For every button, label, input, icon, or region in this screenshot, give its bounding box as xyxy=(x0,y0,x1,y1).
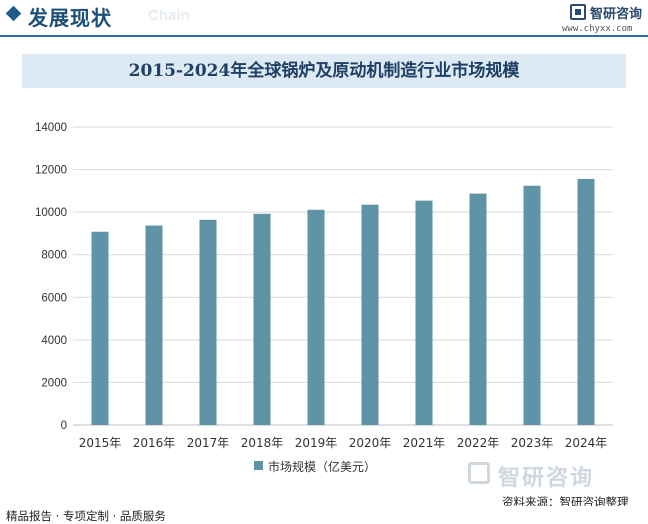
chart-title: 2015-2024年全球锅炉及原动机制造行业市场规模 xyxy=(128,61,520,81)
section-subtitle: Chain xyxy=(148,7,190,24)
brand-url: www.chyxx.com xyxy=(562,24,633,34)
header-divider xyxy=(0,35,648,37)
legend-label: 市场规模（亿美元） xyxy=(268,460,377,474)
y-tick-label: 12000 xyxy=(35,165,67,177)
bar xyxy=(145,225,163,425)
x-tick-label: 2020年 xyxy=(349,436,392,450)
x-tick-label: 2022年 xyxy=(457,436,500,450)
bar xyxy=(91,231,109,425)
y-tick-label: 2000 xyxy=(41,377,67,389)
y-tick-label: 4000 xyxy=(41,335,67,347)
y-tick-label: 8000 xyxy=(41,250,67,262)
bar xyxy=(307,209,325,425)
y-tick-label: 14000 xyxy=(35,122,67,134)
bar xyxy=(361,204,379,425)
section-header: 发展现状 Chain xyxy=(0,0,648,37)
x-tick-label: 2016年 xyxy=(133,436,176,450)
bar xyxy=(523,185,541,425)
x-tick-label: 2018年 xyxy=(241,436,284,450)
bar xyxy=(199,219,217,425)
source-note: 资料来源：智研咨询整理 xyxy=(502,495,629,509)
bar xyxy=(415,200,433,425)
x-tick-label: 2015年 xyxy=(79,436,122,450)
y-tick-label: 0 xyxy=(61,420,67,432)
y-tick-label: 6000 xyxy=(41,292,67,304)
x-tick-label: 2017年 xyxy=(187,436,230,450)
x-tick-label: 2019年 xyxy=(295,436,338,450)
bar xyxy=(577,178,595,425)
footer: 精品报告 · 专项定制 · 品质服务 xyxy=(0,506,648,523)
x-tick-label: 2021年 xyxy=(403,436,446,450)
y-tick-label: 10000 xyxy=(35,207,67,219)
chart-title-band: 2015-2024年全球锅炉及原动机制造行业市场规模 xyxy=(22,54,626,88)
legend-swatch xyxy=(254,461,263,470)
x-tick-label: 2024年 xyxy=(565,436,608,450)
brand-name: 智研咨询 xyxy=(590,7,643,22)
footer-text: 精品报告 · 专项定制 · 品质服务 xyxy=(6,509,166,523)
x-tick-label: 2023年 xyxy=(511,436,554,450)
watermark-logo-icon xyxy=(468,462,490,484)
brand-logo-icon xyxy=(570,4,586,20)
bar xyxy=(253,213,271,425)
section-title: 发展现状 xyxy=(28,6,112,30)
bar xyxy=(469,193,487,425)
watermark-brand-name: 智研咨询 xyxy=(498,466,595,491)
